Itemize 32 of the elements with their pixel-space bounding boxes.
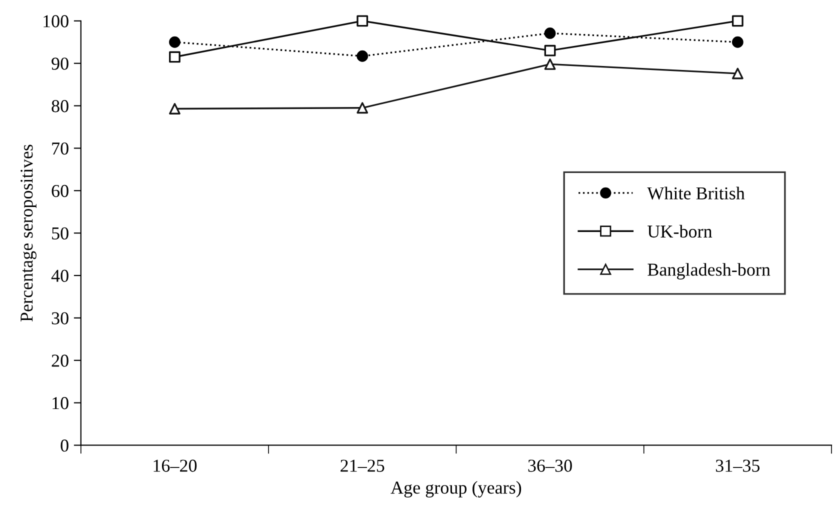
y-tick-label: 100: [44, 15, 68, 28]
y-tick-label: 50: [52, 227, 68, 240]
x-tick-label: 16–20: [154, 460, 197, 472]
point: [169, 51, 180, 63]
y-tick-label: 20: [52, 354, 68, 367]
point: [356, 102, 368, 114]
point: [544, 58, 556, 70]
point: [356, 50, 368, 62]
point: [544, 44, 556, 56]
point: [356, 15, 368, 27]
legend-label: White British: [647, 186, 745, 200]
y-tick-label: 40: [51, 270, 68, 282]
point: [732, 15, 744, 27]
point: [732, 36, 744, 48]
x-tick-label: 21–25: [340, 460, 384, 472]
x-tick-label: 31–35: [716, 460, 760, 472]
y-tick-label: 30: [52, 312, 68, 324]
legend-label: Bangladesh-born: [648, 263, 770, 280]
y-tick-label: 90: [52, 58, 68, 70]
y-axis-title: Percentage seropositives: [20, 144, 36, 322]
x-axis-title: Age group (years): [390, 481, 522, 498]
y-tick-label: 60: [52, 184, 68, 198]
point: [169, 103, 180, 114]
y-tick-label: 0: [60, 439, 68, 452]
point: [169, 36, 180, 48]
point: [732, 68, 744, 80]
x-tick-label: 36–30: [528, 460, 572, 472]
point: [544, 28, 556, 39]
y-tick-label: 10: [52, 397, 68, 410]
legend-label: UK-born: [648, 224, 712, 238]
y-tick-label: 70: [52, 142, 68, 155]
y-tick-label: 80: [52, 100, 68, 112]
